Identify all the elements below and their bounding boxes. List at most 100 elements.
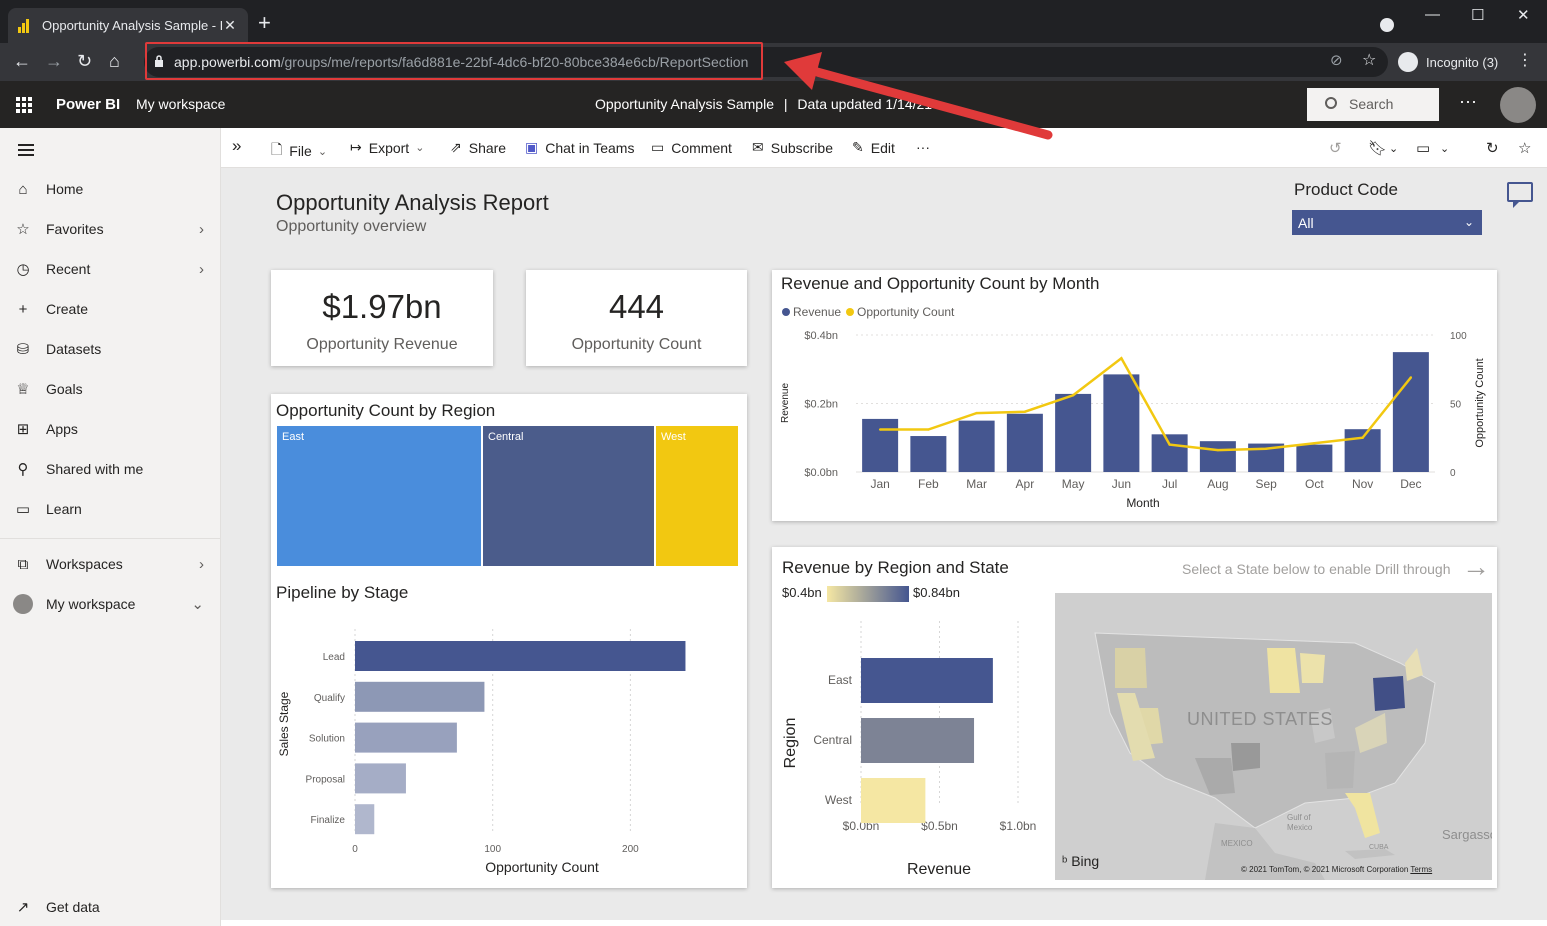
user-avatar[interactable] xyxy=(1500,87,1536,123)
state-map[interactable]: UNITED STATES Gulf of Mexico MEXICO CUBA… xyxy=(1055,593,1492,880)
nav-divider xyxy=(0,538,220,539)
sidebar-item-label: Datasets xyxy=(46,341,102,357)
sidebar-item-label: Create xyxy=(46,301,89,317)
sidebar-item-label: Home xyxy=(46,181,84,197)
sidebar-item-goals[interactable]: ♕ Goals xyxy=(0,373,220,405)
sidebar-item-workspaces[interactable]: ⧉ Workspaces › xyxy=(0,548,220,580)
url-text[interactable]: app.powerbi.com/groups/me/reports/fa6d88… xyxy=(174,54,748,70)
sidebar-item-datasets[interactable]: ⛁ Datasets xyxy=(0,333,220,365)
data-updated-label: Data updated 1/14/21 xyxy=(797,96,933,112)
url-path: /groups/me/reports/fa6d881e-22bf-4dc6-bf… xyxy=(280,54,749,70)
url-domain: app.powerbi.com xyxy=(174,54,281,70)
sidebar-item-get-data[interactable]: ↗ Get data xyxy=(0,891,220,923)
x-tick-label: Nov xyxy=(1352,477,1373,491)
report-title: Opportunity Analysis Report xyxy=(276,190,549,215)
report-name-header[interactable]: Opportunity Analysis Sample | Data updat… xyxy=(595,96,949,112)
sidebar-item-my-workspace[interactable]: My workspace ⌄ xyxy=(0,588,220,620)
chat-in-teams-button[interactable]: ▣ Chat in Teams xyxy=(525,139,634,156)
favorite-star-icon[interactable]: ☆ xyxy=(1518,140,1532,157)
copyright-text: © 2021 TomTom, © 2021 Microsoft Corporat… xyxy=(1241,865,1409,874)
new-tab-button[interactable]: + xyxy=(258,10,271,35)
search-input[interactable]: Search xyxy=(1307,88,1439,121)
x-tick-label: Sep xyxy=(1255,477,1277,491)
close-window-icon[interactable]: ✕ xyxy=(1517,7,1530,24)
product-code-slicer[interactable]: All ⌄ xyxy=(1292,210,1482,235)
workspaces-icon: ⧉ xyxy=(17,555,29,573)
gradient-max-label: $0.84bn xyxy=(913,585,960,600)
monthly-chart[interactable]: Revenue Opportunity Count $0.0bn $0.2bn $0.4… xyxy=(772,300,1497,521)
export-menu[interactable]: ↦ Export ⌄ xyxy=(350,139,424,156)
minimize-icon[interactable]: — xyxy=(1425,6,1440,23)
drill-through-arrow-icon[interactable]: → xyxy=(1462,551,1490,582)
kpi-card-revenue[interactable]: $1.97bn Opportunity Revenue xyxy=(271,270,493,366)
comment-button[interactable]: ▭ Comment xyxy=(651,139,732,156)
gradient-bar xyxy=(827,586,909,602)
reload-icon[interactable]: ↻ xyxy=(77,51,93,71)
forward-icon[interactable]: → xyxy=(45,51,63,71)
share-button[interactable]: ⇗ Share xyxy=(450,139,506,156)
tab-title: Opportunity Analysis Sample - Pc xyxy=(42,18,222,33)
workspace-link[interactable]: My workspace xyxy=(136,96,226,112)
undo-icon[interactable]: ↺ xyxy=(1329,140,1342,157)
sidebar-item-recent[interactable]: ◷ Recent › xyxy=(0,253,220,285)
browser-tab[interactable]: Opportunity Analysis Sample - Pc ✕ xyxy=(8,8,248,43)
sidebar-item-shared-with-me[interactable]: ⚲ Shared with me xyxy=(0,453,220,485)
mail-icon: ✉ xyxy=(752,139,764,155)
treemap-tile-west[interactable]: West xyxy=(656,426,738,566)
y-axis-title: Sales Stage xyxy=(277,691,291,756)
bookmark-icon[interactable]: 🔖︎ xyxy=(1368,140,1388,157)
expand-pane-icon[interactable]: » xyxy=(232,136,242,155)
x-tick-label: $0.5bn xyxy=(921,819,958,833)
state-title: Revenue by Region and State xyxy=(782,558,1009,577)
sidebar-item-label: Apps xyxy=(46,421,78,437)
sidebar-item-create[interactable]: + Create xyxy=(0,293,220,325)
chevron-down-icon: ⌄ xyxy=(317,145,328,158)
edit-button[interactable]: ✎ Edit xyxy=(852,139,895,156)
sidebar-item-apps[interactable]: ⊞ Apps xyxy=(0,413,220,445)
chevron-right-icon: › xyxy=(199,260,204,278)
pipeline-chart[interactable]: 0 100 200 Lead Qualify Solution Proposal Finali… xyxy=(271,609,747,888)
y-tick-label: $0.4bn xyxy=(804,330,838,342)
hamburger-menu-icon[interactable] xyxy=(18,144,34,156)
monthly-title: Revenue and Opportunity Count by Month xyxy=(781,274,1100,293)
refresh-icon[interactable]: ↻ xyxy=(1486,140,1499,157)
pipeline-bar xyxy=(355,804,375,835)
revenue-bar xyxy=(1006,413,1043,472)
eye-off-icon[interactable]: ⊘ xyxy=(1330,52,1343,69)
view-icon[interactable]: ▭ xyxy=(1416,140,1431,157)
more-actions-button[interactable]: ··· xyxy=(916,139,930,155)
app-launcher-icon[interactable] xyxy=(16,97,32,113)
left-navigation: ⌂ Home ☆ Favorites › ◷ Recent › + Create ⛁ Datasets… xyxy=(0,128,221,926)
treemap-tile-east[interactable]: East xyxy=(277,426,481,566)
comment-bubble-icon[interactable] xyxy=(1507,182,1533,208)
file-icon: 🗋 xyxy=(271,141,283,157)
maximize-icon[interactable]: ☐ xyxy=(1471,7,1485,24)
tab-close-icon[interactable]: ✕ xyxy=(224,17,236,33)
chevron-down-icon[interactable]: ⌄ xyxy=(1440,143,1450,155)
pipeline-bar xyxy=(355,681,485,712)
region-revenue-chart[interactable]: $0.4bn $0.84bn$0.0bn $0.5bn $1.0bnEastCentr… xyxy=(772,581,1055,888)
apps-icon: ⊞ xyxy=(16,421,30,438)
incognito-indicator[interactable]: Incognito (3) xyxy=(1398,51,1498,73)
file-menu[interactable]: 🗋 File ⌄ xyxy=(271,139,327,163)
profile-menu-icon[interactable] xyxy=(1380,18,1394,32)
sidebar-item-learn[interactable]: ▭ Learn xyxy=(0,493,220,525)
subscribe-button[interactable]: ✉ Subscribe xyxy=(752,139,833,156)
bookmark-star-icon[interactable]: ☆ xyxy=(1362,52,1377,69)
clock-icon: ◷ xyxy=(16,261,30,278)
terms-link[interactable]: Terms xyxy=(1410,865,1433,874)
browser-menu-icon[interactable]: ⋮ xyxy=(1517,52,1533,69)
home-browser-icon[interactable]: ⌂ xyxy=(109,51,120,71)
treemap-chart[interactable]: East Central West xyxy=(277,426,738,566)
y2-axis-title: Opportunity Count xyxy=(1474,358,1486,447)
more-options-icon[interactable]: ··· xyxy=(1459,91,1477,111)
brand-name[interactable]: Power BI xyxy=(56,96,121,113)
chevron-right-icon: › xyxy=(199,220,204,238)
treemap-tile-central[interactable]: Central xyxy=(483,426,654,566)
chevron-down-icon[interactable]: ⌄ xyxy=(1389,143,1399,155)
address-bar[interactable] xyxy=(144,47,1388,77)
kpi-card-count[interactable]: 444 Opportunity Count xyxy=(526,270,747,366)
sidebar-item-home[interactable]: ⌂ Home xyxy=(0,173,220,205)
back-icon[interactable]: ← xyxy=(13,51,31,71)
sidebar-item-favorites[interactable]: ☆ Favorites › xyxy=(0,213,220,245)
